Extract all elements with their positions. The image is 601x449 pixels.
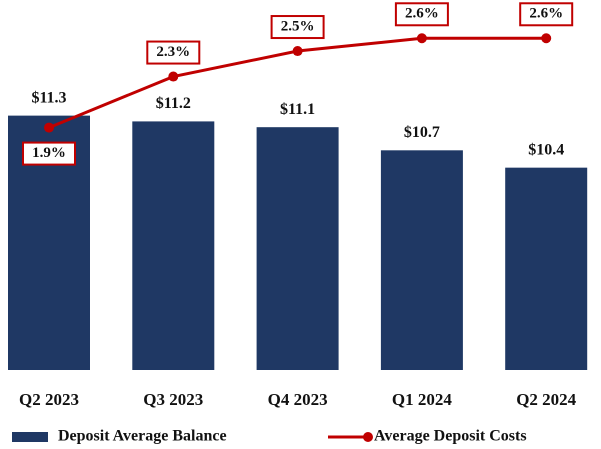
bar [380, 150, 463, 370]
line-value-label: 2.3% [156, 44, 190, 60]
legend-swatch [12, 432, 48, 442]
line-point [292, 46, 303, 57]
bar-value-label: $11.3 [31, 89, 66, 106]
line-value-label: 2.6% [529, 6, 563, 22]
x-tick-label: Q1 2024 [392, 390, 452, 409]
x-tick-label: Q2 2024 [516, 390, 576, 409]
line-value-label: 1.9% [32, 145, 66, 161]
legend-point [363, 432, 373, 442]
x-tick-label: Q3 2023 [143, 390, 203, 409]
bar-value-label: $10.7 [404, 124, 440, 141]
bar-value-label: $10.4 [528, 141, 564, 158]
bar-value-label: $11.1 [280, 101, 315, 118]
bar [132, 121, 215, 370]
label-box [519, 2, 574, 27]
line-value-label: 2.6% [405, 6, 439, 22]
label-box [146, 40, 201, 65]
x-tick-label: Q4 2023 [268, 390, 328, 409]
bar-value-label: $11.2 [156, 95, 191, 112]
line-point [168, 71, 179, 82]
x-tick-label: Q2 2023 [19, 390, 79, 409]
bar [505, 167, 588, 370]
label-box [22, 141, 76, 166]
line-point [416, 33, 427, 44]
label-box [394, 2, 449, 27]
line-point [44, 122, 54, 133]
line-point [541, 33, 552, 44]
legend-label: Deposit Average Balance [58, 428, 227, 445]
label-box [270, 15, 325, 40]
line-value-label: 2.5% [281, 18, 315, 34]
legend-label: Average Deposit Costs [374, 428, 527, 445]
bar [256, 127, 339, 370]
